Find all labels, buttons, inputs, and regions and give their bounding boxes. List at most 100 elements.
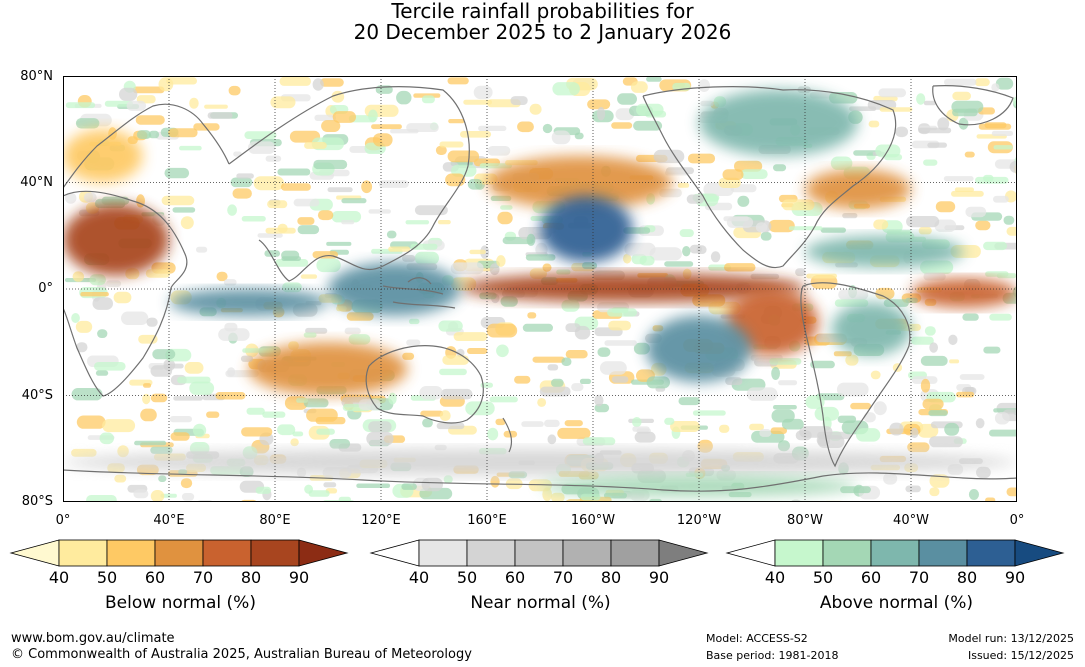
field-cell	[487, 146, 511, 156]
legend-tick-label: 40	[409, 568, 429, 587]
field-cell	[277, 424, 296, 436]
field-cell	[608, 320, 631, 331]
field-cell	[582, 437, 616, 446]
field-cell	[653, 149, 685, 164]
footer-url: www.bom.gov.au/climate	[11, 631, 175, 646]
legend-tick-label: 90	[1005, 568, 1025, 587]
field-cell	[833, 351, 852, 357]
field-cell	[850, 402, 872, 410]
field-cell	[489, 396, 518, 403]
region-maritime-continent	[328, 262, 461, 316]
legend-extend-high	[658, 539, 709, 567]
field-cell	[542, 487, 552, 502]
field-cell	[923, 272, 946, 281]
field-cell	[113, 291, 132, 304]
field-cell	[279, 76, 311, 86]
field-cell	[160, 493, 177, 498]
field-cell	[173, 396, 203, 401]
field-cell	[315, 417, 346, 425]
field-cell	[341, 198, 367, 204]
field-cell	[371, 124, 402, 130]
field-cell	[101, 196, 130, 205]
field-cell	[72, 271, 85, 282]
field-cell	[557, 427, 591, 439]
field-cell	[95, 370, 109, 376]
field-cell	[218, 328, 250, 341]
field-cell	[678, 397, 700, 406]
field-cell	[873, 401, 887, 416]
map-frame	[63, 76, 1017, 502]
field-cell	[150, 393, 168, 403]
field-cell	[170, 432, 190, 441]
coastline-north-america	[642, 86, 897, 269]
field-cell	[923, 159, 938, 166]
coastline-europe	[62, 103, 230, 189]
field-cell	[544, 419, 560, 427]
field-cell	[332, 111, 356, 123]
field-cell	[277, 168, 311, 176]
field-cell	[206, 411, 220, 418]
field-cell	[439, 368, 467, 376]
field-cell	[870, 370, 881, 380]
field-cell	[521, 421, 544, 427]
coastline-greenland	[932, 85, 1014, 126]
field-cell	[943, 176, 974, 182]
field-cell	[145, 269, 171, 278]
field-cell	[132, 86, 165, 94]
field-cell	[180, 478, 193, 489]
coastline-africa	[62, 190, 188, 397]
field-cell	[1006, 487, 1027, 497]
field-cell	[316, 428, 335, 435]
legend-near-normal: 40 50 60 70 80 90	[369, 539, 709, 587]
legend-swatch	[562, 539, 612, 567]
field-cell	[582, 262, 598, 269]
field-cell	[331, 211, 362, 223]
field-cell	[547, 364, 559, 371]
field-cell	[134, 440, 167, 446]
field-cell	[94, 362, 126, 371]
footer-model: Model: ACCESS-S2	[706, 632, 808, 645]
field-cell	[845, 354, 859, 366]
legend-swatch	[774, 539, 824, 567]
field-cell	[922, 398, 944, 410]
legend-swatch	[966, 539, 1016, 567]
field-cell	[537, 398, 547, 407]
lon-label-80w: 80°W	[787, 513, 823, 528]
field-cell	[500, 205, 513, 210]
region-southern-ocean-antarctic-margin	[63, 448, 1017, 476]
field-cell	[552, 82, 580, 96]
field-cell	[341, 220, 355, 225]
field-cell	[453, 332, 488, 341]
field-cell	[632, 426, 650, 432]
field-cell	[489, 263, 500, 276]
lon-label-0-right: 0°	[1009, 513, 1025, 528]
field-cell	[710, 251, 721, 263]
field-cell	[447, 77, 469, 85]
region-western-europe	[63, 129, 143, 183]
footer-issued: Issued: 15/12/2025	[967, 649, 1074, 662]
coastline-new-zealand	[502, 417, 513, 453]
field-cell	[76, 415, 106, 429]
field-cell	[180, 216, 194, 230]
field-cell	[873, 95, 898, 102]
legend-swatch	[822, 539, 872, 567]
field-cell	[788, 226, 823, 231]
legend-swatch	[610, 539, 660, 567]
field-cell	[639, 255, 655, 266]
field-cell	[348, 334, 371, 345]
field-cell	[282, 282, 302, 293]
field-cell	[434, 444, 447, 451]
field-cell	[565, 350, 588, 359]
field-cell	[873, 219, 889, 230]
field-cell	[164, 167, 190, 179]
field-cell	[976, 466, 991, 479]
field-cell	[329, 439, 351, 449]
footer-copyright: © Commonwealth of Australia 2025, Austra…	[11, 647, 472, 662]
footer-model-run: Model run: 13/12/2025	[948, 632, 1074, 645]
field-cell	[280, 183, 311, 191]
field-cell	[236, 173, 254, 179]
field-cell	[166, 77, 197, 85]
field-cell	[911, 336, 934, 345]
field-cell	[542, 123, 553, 134]
field-cell	[177, 376, 211, 384]
